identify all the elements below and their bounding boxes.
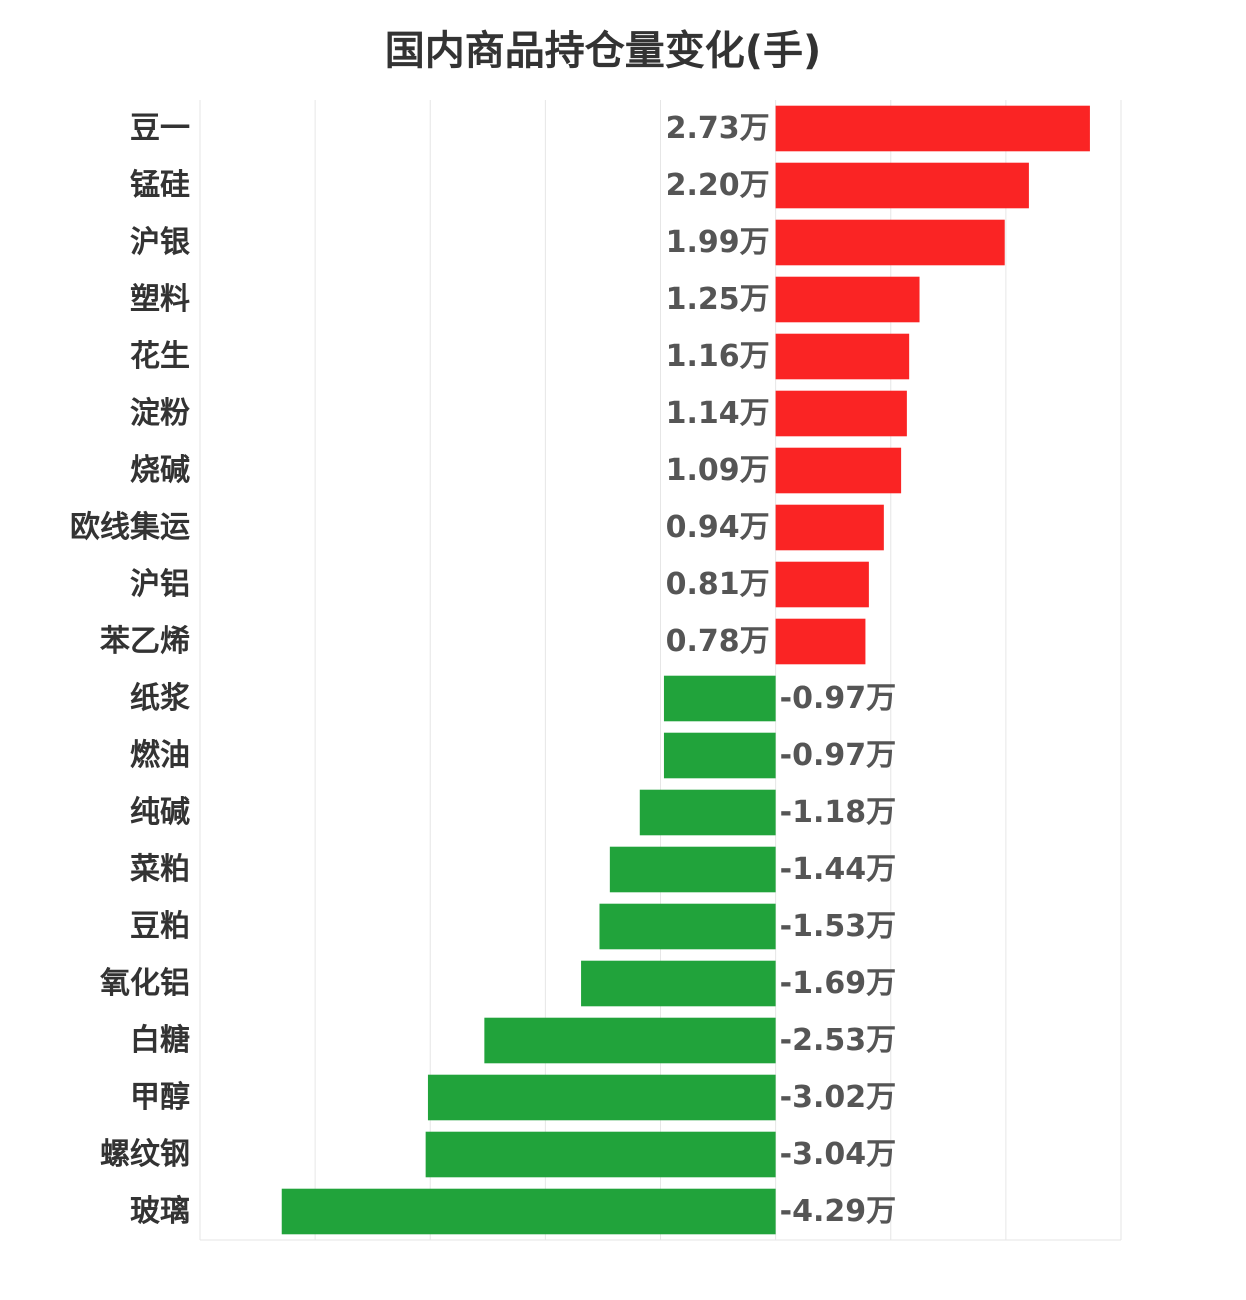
data-label: -0.97万 bbox=[780, 681, 896, 716]
data-label: -1.44万 bbox=[780, 852, 896, 887]
data-label: 2.73万 bbox=[666, 111, 770, 146]
data-labels: 2.73万 2.20万 1.99万 1.25万 1.16万 1.14万 1.09万 0.94万… bbox=[666, 111, 897, 1229]
bar-5 bbox=[775, 333, 910, 380]
data-label: -1.18万 bbox=[780, 795, 896, 830]
bar-2 bbox=[775, 162, 1029, 209]
category-label: 锰硅 bbox=[130, 168, 190, 203]
data-label: 0.81万 bbox=[666, 567, 770, 602]
bar-16 bbox=[581, 960, 776, 1007]
category-label: 纸浆 bbox=[130, 681, 190, 716]
bar-8 bbox=[775, 504, 884, 551]
category-label: 欧线集运 bbox=[70, 510, 190, 545]
data-label: -4.29万 bbox=[780, 1194, 896, 1229]
data-label: 0.94万 bbox=[666, 510, 770, 545]
bar-1 bbox=[775, 105, 1090, 152]
category-label: 燃油 bbox=[130, 738, 190, 773]
bar-20 bbox=[281, 1188, 776, 1235]
data-label: 0.78万 bbox=[666, 624, 770, 659]
data-label: -0.97万 bbox=[780, 738, 896, 773]
data-label: -1.53万 bbox=[780, 909, 896, 944]
category-label: 苯乙烯 bbox=[100, 624, 190, 659]
bar-9 bbox=[775, 561, 869, 608]
category-label: 塑料 bbox=[130, 282, 190, 317]
category-label: 花生 bbox=[130, 339, 190, 374]
data-label: 1.14万 bbox=[666, 396, 770, 431]
category-label: 菜粕 bbox=[130, 852, 190, 887]
data-label: -3.04万 bbox=[780, 1137, 896, 1172]
category-label: 沪银 bbox=[130, 225, 190, 260]
data-label: -1.69万 bbox=[780, 966, 896, 1001]
bar-11 bbox=[663, 675, 776, 722]
bar-15 bbox=[599, 903, 776, 950]
bar-19 bbox=[425, 1131, 776, 1178]
bars bbox=[281, 105, 1090, 1235]
category-label: 螺纹钢 bbox=[100, 1137, 190, 1172]
category-label: 沪铝 bbox=[130, 567, 190, 602]
category-label: 豆粕 bbox=[130, 909, 190, 944]
bar-12 bbox=[663, 732, 776, 779]
data-label: 1.16万 bbox=[666, 339, 770, 374]
category-label: 纯碱 bbox=[130, 795, 190, 830]
category-label: 甲醇 bbox=[130, 1080, 190, 1115]
bar-6 bbox=[775, 390, 907, 437]
gridlines bbox=[199, 100, 1122, 1241]
data-label: -3.02万 bbox=[780, 1080, 896, 1115]
bar-4 bbox=[775, 276, 920, 323]
bar-18 bbox=[427, 1074, 776, 1121]
bar-17 bbox=[484, 1017, 776, 1064]
bar-7 bbox=[775, 447, 902, 494]
bar-3 bbox=[775, 219, 1005, 266]
data-label: 2.20万 bbox=[666, 168, 770, 203]
category-label: 白糖 bbox=[130, 1023, 190, 1058]
bar-10 bbox=[775, 618, 866, 665]
bar-13 bbox=[639, 789, 776, 836]
data-label: -2.53万 bbox=[780, 1023, 896, 1058]
category-label: 豆一 bbox=[130, 111, 190, 146]
category-label: 烧碱 bbox=[130, 453, 190, 488]
category-label: 玻璃 bbox=[130, 1194, 190, 1229]
category-labels: 豆一锰硅沪银塑料花生淀粉烧碱欧线集运沪铝苯乙烯纸浆燃油纯碱菜粕豆粕氧化铝白糖甲醇… bbox=[70, 111, 190, 1229]
data-label: 1.09万 bbox=[666, 453, 770, 488]
bar-14 bbox=[609, 846, 776, 893]
data-label: 1.25万 bbox=[666, 282, 770, 317]
chart-title: 国内商品持仓量变化(手) bbox=[384, 28, 822, 74]
category-label: 淀粉 bbox=[130, 396, 190, 431]
data-label: 1.99万 bbox=[666, 225, 770, 260]
category-label: 氧化铝 bbox=[100, 966, 190, 1001]
